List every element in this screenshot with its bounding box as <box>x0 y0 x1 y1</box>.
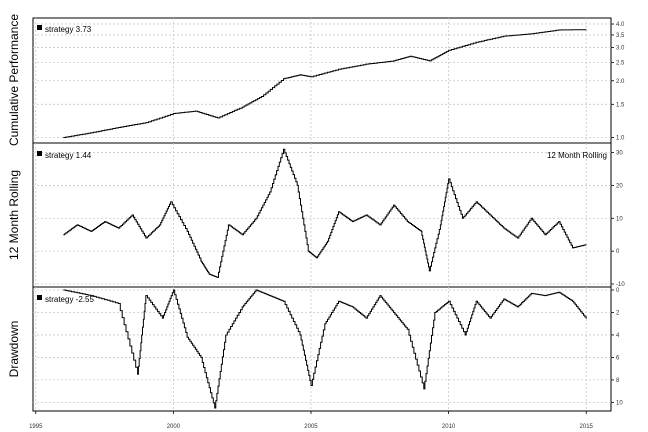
y-tick-label: 4.0 <box>616 22 625 28</box>
y-tick-label: 2.5 <box>616 60 625 66</box>
y-tick-label: 2 <box>616 310 620 316</box>
y-tick-label: 0 <box>616 249 620 255</box>
drawdown-panel: 0 2 4 6 8 10 strategy -2.55 Drawdown <box>7 286 623 412</box>
x-tick-label: 1995 <box>29 424 43 430</box>
y-tick-label: 0 <box>616 288 620 294</box>
drawdown-legend: strategy -2.55 <box>45 295 94 304</box>
rolling-grid <box>33 143 611 287</box>
rolling-y-ticks: -10 0 10 20 30 <box>611 151 625 288</box>
drawdown-line <box>63 289 587 409</box>
y-tick-label: 1.5 <box>616 102 625 108</box>
y-tick-label: 4 <box>616 333 620 339</box>
drawdown-y-ticks: 0 2 4 6 8 10 <box>611 288 623 406</box>
rolling-panel: -10 0 10 20 30 strategy 1.44 12 Month Rollin… <box>7 142 625 288</box>
x-tick-label: 2010 <box>442 424 456 430</box>
x-tick-label: 2005 <box>304 424 318 430</box>
rolling-annotation: 12 Month Rolling <box>547 151 607 160</box>
legend-swatch-icon <box>37 295 42 300</box>
cumulative-performance-legend: strategy 3.73 <box>45 25 92 34</box>
y-tick-label: 3.5 <box>616 33 625 39</box>
cumulative-performance-panel: 1.0 1.5 2.0 2.5 3.0 3.5 4.0 strategy 3.73 Cumu… <box>7 14 625 146</box>
cumulative-performance-y-ticks: 1.0 1.5 2.0 2.5 3.0 3.5 4.0 <box>611 22 625 142</box>
cumulative-performance-line <box>63 29 587 138</box>
y-tick-label: 20 <box>616 183 623 189</box>
rolling-frame <box>32 142 612 288</box>
y-tick-label: 10 <box>616 216 623 222</box>
drawdown-grid <box>33 287 611 411</box>
y-tick-label: 2.0 <box>616 79 625 85</box>
rolling-line <box>63 148 587 278</box>
cumulative-performance-y-label: Cumulative Performance <box>7 14 21 146</box>
y-tick-label: 30 <box>616 151 623 157</box>
y-tick-label: 10 <box>616 400 623 406</box>
legend-swatch-icon <box>37 25 42 30</box>
y-tick-label: 6 <box>616 355 620 361</box>
x-tick-label: 2000 <box>167 424 181 430</box>
y-tick-label: 1.0 <box>616 136 625 142</box>
x-tick-label: 2015 <box>580 424 594 430</box>
rolling-legend: strategy 1.44 <box>45 151 92 160</box>
cumulative-performance-grid <box>33 18 611 143</box>
rolling-y-label: 12 Month Rolling <box>7 170 21 260</box>
drawdown-y-label: Drawdown <box>7 321 21 378</box>
y-tick-label: 3.0 <box>616 46 625 52</box>
drawdown-frame <box>32 286 612 412</box>
y-tick-label: 8 <box>616 378 620 384</box>
x-axis: 1995 2000 2005 2010 2015 <box>29 411 594 430</box>
y-tick-label: -10 <box>616 282 625 288</box>
legend-swatch-icon <box>37 151 42 156</box>
